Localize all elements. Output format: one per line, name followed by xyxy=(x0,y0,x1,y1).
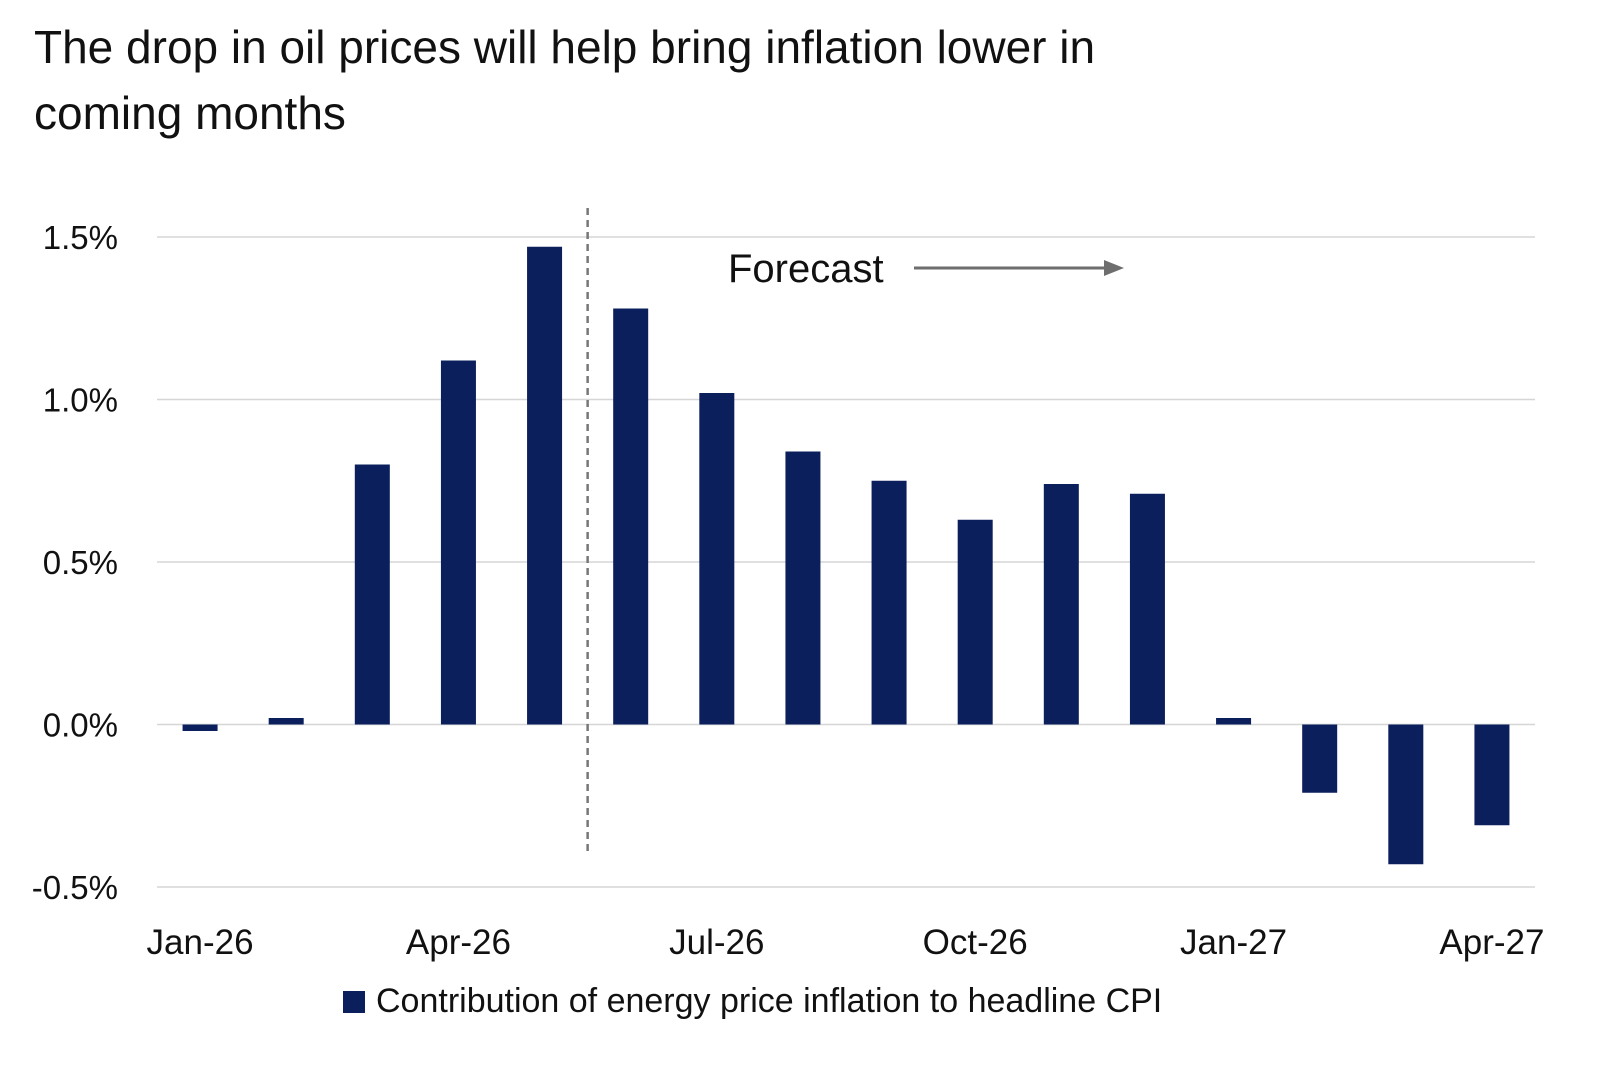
bar xyxy=(1302,724,1338,793)
bar xyxy=(1129,493,1165,725)
forecast-arrow-head xyxy=(1104,260,1124,276)
bar xyxy=(785,451,821,725)
bar xyxy=(1474,724,1510,826)
x-tick-label: Jan-26 xyxy=(147,923,254,962)
y-tick-label: -0.5% xyxy=(32,869,118,906)
legend: Contribution of energy price inflation t… xyxy=(0,978,1600,1024)
bar xyxy=(182,724,218,731)
legend-swatch xyxy=(343,991,365,1013)
bar xyxy=(1043,484,1079,725)
bar xyxy=(1388,724,1424,865)
chart-title: The drop in oil prices will help bring i… xyxy=(34,21,1096,139)
bar xyxy=(613,308,649,725)
y-tick-label: 0.0% xyxy=(43,707,118,744)
y-tick-label: 1.0% xyxy=(43,382,118,419)
bar xyxy=(527,246,563,725)
bar xyxy=(871,480,907,725)
x-tick-label: Jan-27 xyxy=(1180,923,1287,962)
x-tick-label: Apr-27 xyxy=(1439,923,1544,962)
bar xyxy=(268,718,304,725)
bar xyxy=(1216,718,1252,725)
bar xyxy=(440,360,476,725)
bar xyxy=(354,464,390,725)
x-tick-label: Apr-26 xyxy=(406,923,511,962)
x-tick-label: Oct-26 xyxy=(923,923,1028,962)
bar xyxy=(699,393,735,725)
x-tick-label: Jul-26 xyxy=(669,923,764,962)
y-tick-label: 1.5% xyxy=(43,219,118,256)
legend-label: Contribution of energy price inflation t… xyxy=(376,982,1163,1020)
forecast-label: Forecast xyxy=(728,247,884,291)
y-tick-label: 0.5% xyxy=(43,544,118,581)
bar xyxy=(957,519,993,725)
